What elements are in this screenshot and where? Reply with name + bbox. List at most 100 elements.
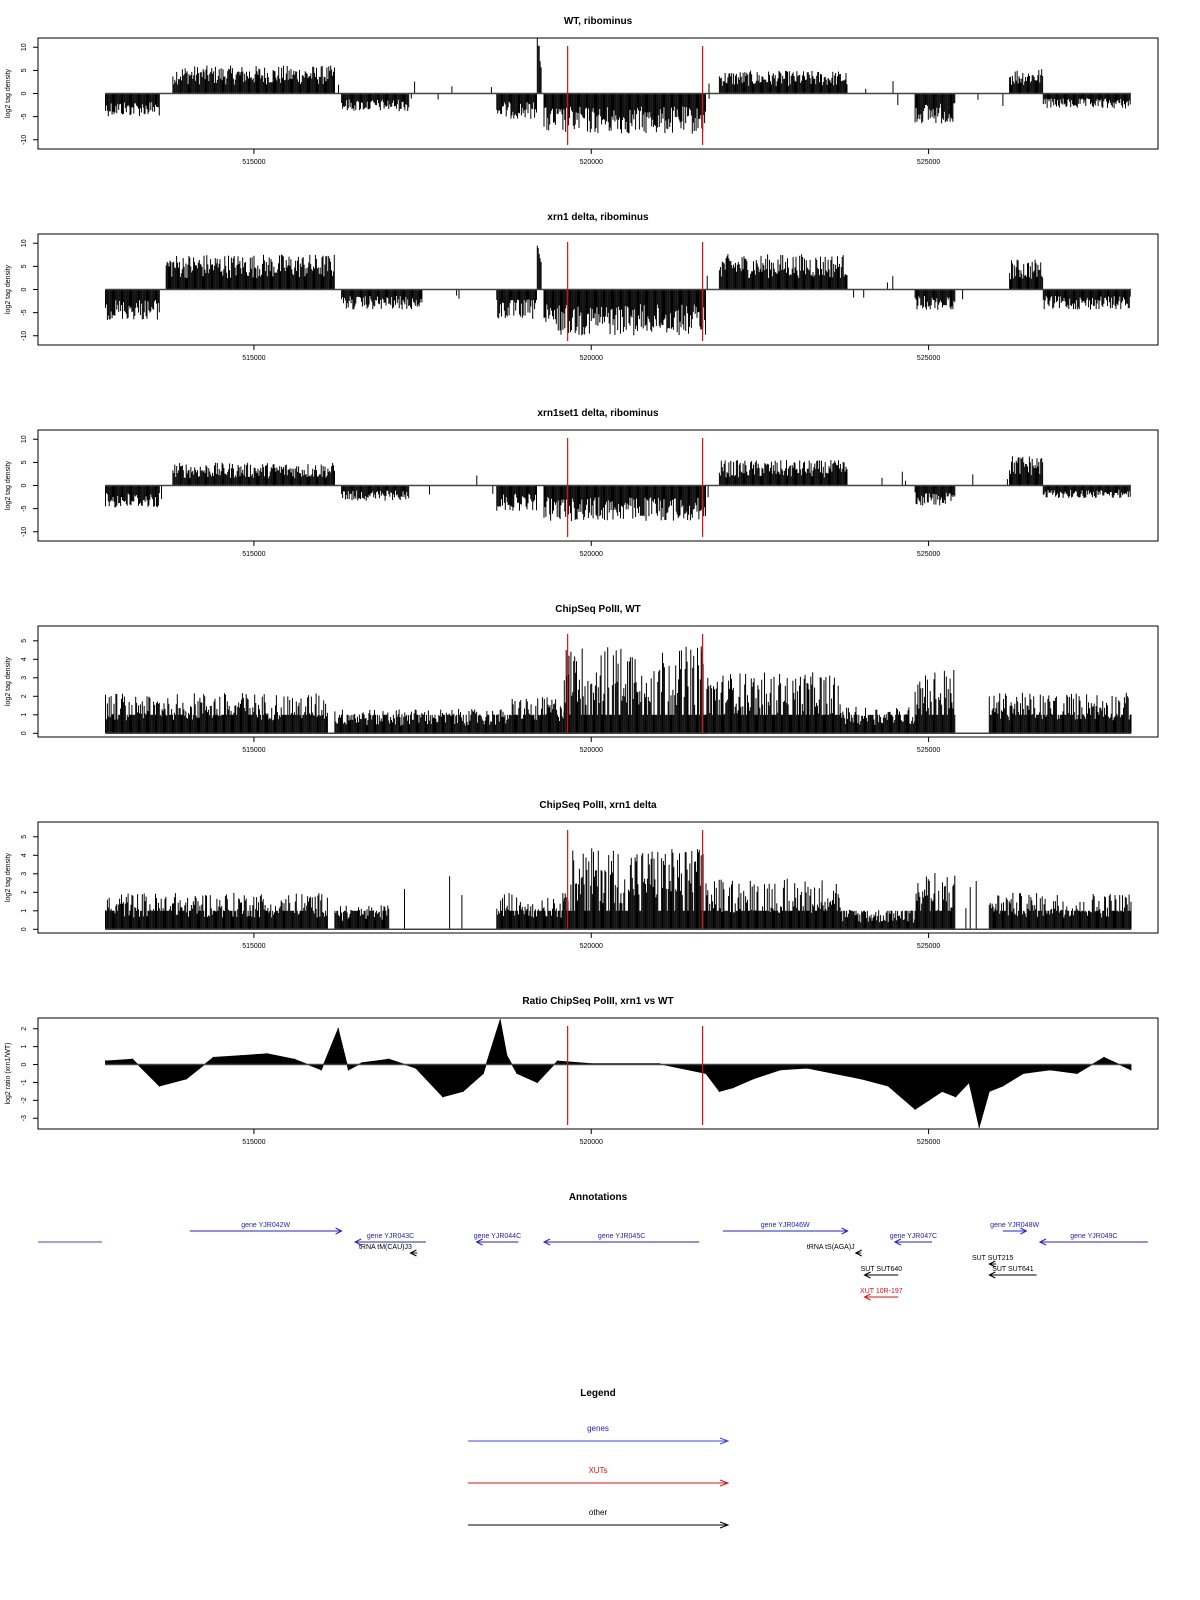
legend-item: genes [468, 1424, 730, 1445]
ratio-point [968, 1081, 970, 1084]
ratio-point [887, 1085, 889, 1087]
y-tick-label: 5 [21, 639, 28, 643]
signal-region [914, 670, 956, 734]
y-tick-label: 5 [21, 264, 28, 268]
ratio-point [732, 1087, 734, 1089]
annotation-feature: gene YJR048W [990, 1222, 1039, 1235]
ratio-point [361, 1062, 363, 1064]
x-tick-label: 520000 [580, 747, 603, 754]
y-tick-label: 0 [21, 731, 28, 735]
chart-panel-2: xrn1 delta, ribominus log2 tag density 10 5… [5, 212, 1159, 362]
ratio-point [1103, 1056, 1105, 1058]
signal-region [509, 697, 565, 734]
signal-region [341, 485, 410, 501]
chart-title: ChipSeq PolII, xrn1 delta [539, 800, 657, 811]
signal-region [334, 708, 511, 734]
arrowhead-left-icon [475, 1238, 483, 1246]
arrowhead-right-icon [841, 1227, 849, 1235]
arrowhead-left-icon [854, 1249, 862, 1257]
y-tick-label: -5 [21, 505, 28, 511]
ratio-point [928, 1099, 930, 1101]
y-tick-label: 1 [21, 713, 28, 717]
ratio-point [988, 1090, 990, 1092]
x-tick-label: 520000 [580, 159, 603, 166]
ratio-point [506, 1055, 508, 1057]
y-tick-label: 1 [21, 909, 28, 913]
ratio-point [131, 1058, 134, 1060]
feature-label: gene YJR042W [241, 1222, 290, 1229]
legend-item: other [468, 1508, 730, 1529]
annotation-feature: gene YJR044C [474, 1233, 521, 1246]
annotation-feature: tRNA tM(CAU)J3 [359, 1244, 418, 1257]
annotation-feature: gene YJR042W [189, 1222, 343, 1235]
annotations-panel: Annotations gene YJR042W gene YJR043C gene … [38, 1192, 1148, 1301]
y-axis-label: log2 tag density [5, 460, 12, 510]
signal-region [543, 93, 706, 134]
feature-label: SUT SUT215 [972, 1255, 1014, 1262]
feature-label: SUT SUT640 [861, 1266, 903, 1273]
feature-label: tRNA tM(CAU)J3 [359, 1244, 412, 1251]
signal-region [536, 245, 542, 290]
arrowhead-left-icon [988, 1271, 996, 1279]
chart-title: xrn1set1 delta, ribominus [537, 408, 659, 419]
signal-region [165, 254, 335, 290]
arrowhead-left-icon [863, 1293, 871, 1301]
ratio-point [462, 1090, 464, 1092]
ratio-point [482, 1072, 484, 1075]
ratio-point [104, 1060, 107, 1062]
ratio-point [516, 1072, 518, 1075]
signal-region [914, 873, 956, 930]
y-axis-label: log2 ratio (xrn1/WT) [5, 1043, 12, 1105]
ratio-point [941, 1090, 943, 1092]
x-tick-label: 520000 [580, 1139, 603, 1146]
annotation-feature: SUT SUT215 [972, 1255, 1014, 1268]
signal-region [718, 460, 848, 486]
x-tick-label: 515000 [242, 355, 265, 362]
ratio-point [860, 1078, 862, 1080]
feature-label: gene YJR044C [474, 1233, 521, 1240]
y-tick-label: 0 [21, 927, 28, 931]
y-tick-label: -10 [21, 331, 28, 341]
signal-region [341, 289, 423, 310]
ratio-point [1022, 1072, 1024, 1075]
arrowhead-right-icon [719, 1521, 730, 1529]
annotation-feature: SUT SUT640 [861, 1266, 903, 1279]
legend-item: XUTs [468, 1466, 730, 1487]
signal-region [705, 878, 841, 930]
signal-region [543, 485, 706, 522]
x-tick-label: 525000 [917, 159, 940, 166]
y-axis-label: log2 tag density [5, 68, 12, 118]
data-series [105, 646, 1132, 734]
y-tick-label: -5 [21, 113, 28, 119]
y-tick-label: 0 [21, 1063, 28, 1067]
feature-label: XUT 10R-197 [860, 1288, 903, 1295]
ratio-point [752, 1078, 754, 1080]
signal-region [1042, 93, 1131, 109]
ratio-point [806, 1067, 808, 1069]
y-tick-label: 3 [21, 872, 28, 876]
ratio-point [1130, 1069, 1132, 1071]
ratio-point [499, 1019, 501, 1021]
ratio-point [833, 1072, 835, 1075]
ratio-point [1049, 1069, 1051, 1071]
y-tick-label: 5 [21, 68, 28, 72]
y-tick-label: 2 [21, 694, 28, 698]
arrowhead-left-icon [542, 1238, 551, 1246]
y-tick-label: -10 [21, 135, 28, 145]
x-tick-label: 520000 [580, 943, 603, 950]
arrowhead-left-icon [893, 1238, 902, 1246]
arrowhead-right-icon [719, 1437, 730, 1445]
legend-title: Legend [580, 1388, 616, 1399]
ratio-point [266, 1053, 268, 1055]
annotation-feature: tRNA tS(AGA)J [807, 1244, 862, 1257]
ratio-point [955, 1096, 957, 1098]
signal-region [914, 289, 956, 310]
feature-label: gene YJR049C [1070, 1233, 1117, 1240]
annotation-feature: SUT SUT641 [988, 1266, 1037, 1279]
data-series [105, 245, 1131, 336]
signal-region [496, 893, 565, 930]
signal-region [840, 909, 916, 930]
y-tick-label: 4 [21, 853, 28, 857]
annotations-title: Annotations [569, 1192, 628, 1203]
